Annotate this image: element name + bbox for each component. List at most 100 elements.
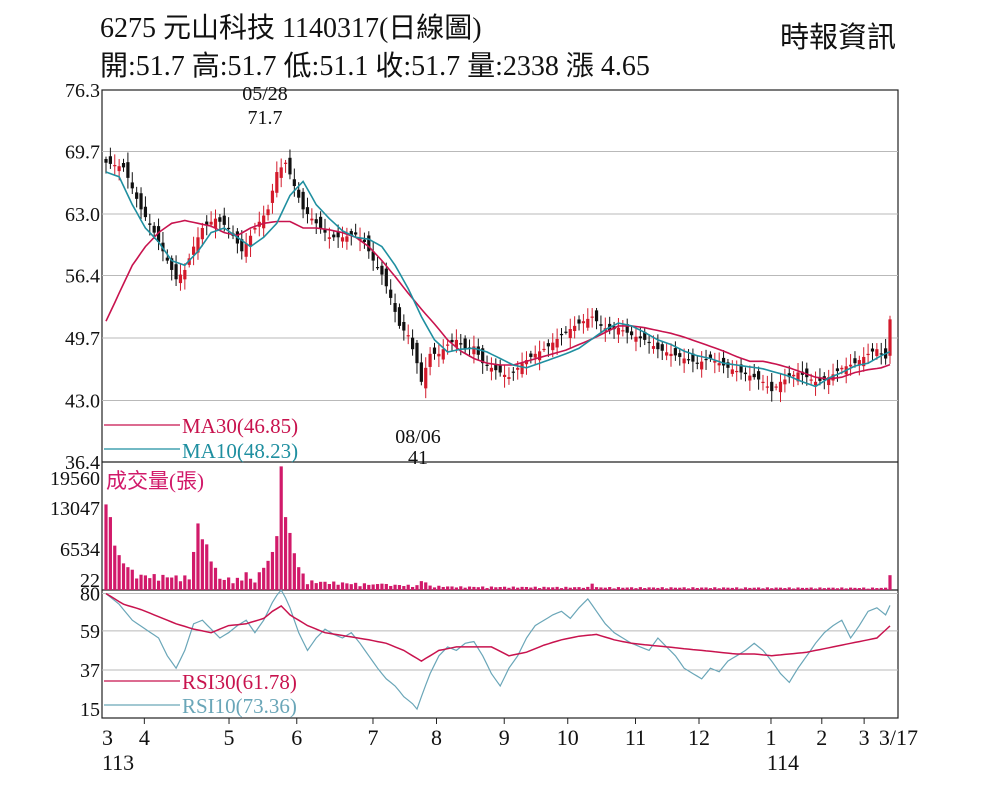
candle-body [511,371,515,373]
candlestick [625,318,629,344]
candlestick [349,228,353,246]
volume-bar [870,587,875,590]
candle-body [551,342,555,351]
candlestick [511,367,515,381]
candle-body [625,324,629,333]
price-tick-label: 43.0 [65,390,100,412]
volume-bar [266,560,270,590]
candle-body [205,221,209,225]
volume-bar [774,587,778,590]
volume-bar [625,587,629,590]
candle-body [568,328,572,338]
volume-bar [191,551,196,590]
volume-bar [643,588,647,590]
candle-body [651,346,656,349]
volume-bar [323,581,327,590]
candle-body [481,348,485,364]
candlestick [262,205,266,237]
volume-bar [608,587,612,590]
candle-body [726,362,730,368]
volume-bar [156,580,161,590]
candle-body [577,319,581,324]
candlestick [428,347,432,376]
candle-body [656,342,660,350]
volume-bar [761,588,765,590]
candle-body [310,218,314,221]
candle-body [130,182,134,189]
candlestick [314,213,318,235]
candle-body [156,226,161,242]
candlestick [594,307,599,330]
volume-bar [792,588,796,590]
candlestick [371,241,375,271]
ma30-line [105,219,891,380]
candlestick [813,371,818,396]
volume-bar [879,587,883,590]
candle-body [332,234,336,238]
candle-body [752,373,756,378]
candle-body [818,377,822,381]
candlestick [629,325,634,340]
volume-bar [752,587,756,590]
candlestick [213,209,218,239]
candle-body [840,367,844,370]
volume-bar [467,586,472,590]
candlestick [695,356,699,370]
volume-bar [375,584,380,590]
volume-bar [586,586,590,590]
candle-body [686,359,691,361]
candlestick [165,249,169,264]
volume-bar [866,588,870,590]
volume-bar [546,587,550,590]
volume-bar [319,581,323,590]
candle-body [857,360,861,365]
candle-body [730,369,734,374]
candle-body [319,216,323,228]
volume-bar [135,578,139,590]
candle-body [743,372,748,375]
volume-bar [743,587,748,590]
volume-bar [721,587,726,590]
candle-body [866,353,870,356]
candle-body [275,172,279,193]
volume-bar [476,587,480,590]
volume-bar [362,583,367,590]
volume-bar [152,574,156,590]
candlestick [358,227,362,252]
candle-body [660,344,664,351]
candlestick [700,351,704,378]
candle-body [599,324,603,326]
candle-body [301,191,305,210]
volume-bar [222,579,226,590]
candle-body [472,346,476,355]
candlestick [870,343,875,362]
candle-body [415,342,419,364]
volume-bar [783,588,787,590]
candlestick [520,352,524,378]
volume-bar [358,586,362,590]
volume-bar [262,567,266,590]
ohlc-stats: 開:51.7 高:51.7 低:51.1 收:51.7 量:2338 漲 4.6… [100,51,650,82]
candle-body [384,268,388,287]
volume-bar [165,577,169,590]
candlestick [174,255,178,287]
candle-body [669,353,673,357]
candlestick [489,357,494,381]
candle-body [314,219,318,224]
candlestick [761,374,765,391]
volume-bar [551,587,555,590]
candle-body [148,223,152,225]
candle-body [463,338,467,350]
candle-body [695,362,699,364]
volume-bar [835,588,840,590]
candle-body [305,207,310,214]
candlestick [130,172,134,194]
volume-bar [205,544,209,590]
volume-bar [428,585,432,590]
candlestick [726,358,730,378]
candlestick [862,347,866,372]
candlestick [380,260,384,285]
candlestick [305,197,310,224]
price-tick-label: 76.3 [65,80,100,102]
volume-bar [577,587,581,590]
